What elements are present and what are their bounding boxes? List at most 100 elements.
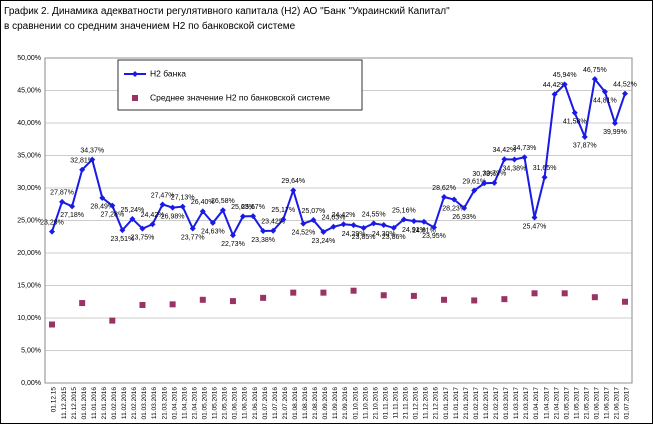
x-tick-label: 21.07.2016	[282, 387, 289, 420]
marker	[320, 228, 327, 235]
data-label: 24,42%	[141, 212, 165, 219]
marker	[189, 225, 196, 232]
x-tick-label: 01.01.2016	[81, 387, 88, 420]
marker	[49, 228, 55, 235]
x-tick-label: 21.12.2015	[71, 387, 78, 420]
marker	[531, 290, 538, 297]
x-tick-label: 21.10.2016	[372, 387, 379, 420]
data-label: 45,94%	[553, 72, 577, 79]
x-tick-label: 21.05.2016	[222, 387, 229, 420]
data-label: 44,52%	[613, 81, 637, 88]
marker	[89, 156, 96, 163]
marker	[601, 88, 608, 95]
marker	[441, 296, 448, 303]
marker	[501, 156, 508, 163]
x-tick-label: 01.06.2017	[594, 387, 601, 420]
marker	[441, 193, 448, 200]
x-tick-label: 11.04.2016	[181, 387, 188, 419]
x-tick-label: 11.10.2016	[362, 387, 369, 419]
data-label: 25,24%	[121, 207, 145, 214]
x-tick-label: 01.04.2016	[171, 387, 178, 420]
data-label: 23,75%	[131, 234, 155, 241]
marker	[380, 222, 387, 229]
x-tick-label: 21.04.2016	[191, 387, 198, 420]
marker	[300, 220, 307, 227]
marker	[270, 227, 277, 234]
marker	[420, 218, 427, 225]
x-tick-label: 11.11.2016	[393, 387, 400, 419]
legend-marker	[132, 71, 138, 77]
x-tick-label: 21.04.2017	[553, 387, 560, 420]
data-label: 22,73%	[221, 241, 245, 248]
marker	[199, 208, 206, 215]
data-label: 27,13%	[171, 194, 195, 201]
x-tick-label: 11.09.2016	[332, 387, 339, 419]
marker	[209, 219, 216, 226]
marker	[622, 90, 628, 97]
marker	[591, 76, 598, 83]
data-label: 25,16%	[392, 207, 416, 214]
marker	[290, 289, 297, 296]
x-tick-label: 01.05.2016	[202, 387, 209, 420]
marker	[350, 222, 357, 229]
marker	[531, 214, 538, 221]
x-tick-label: 21.01.2017	[463, 387, 470, 420]
marker	[471, 297, 478, 304]
marker	[159, 201, 166, 208]
marker	[501, 296, 508, 303]
marker	[229, 298, 236, 305]
y-tick-label: 25,00%	[17, 217, 41, 224]
data-label: 34,42%	[492, 147, 516, 154]
chart-title: График 2. Динамика адекватности регуляти…	[4, 5, 450, 17]
chart-subtitle: в сравнении со средним значением Н2 по б…	[4, 20, 296, 32]
marker	[390, 224, 397, 231]
data-label: 27,28%	[100, 212, 124, 219]
marker	[149, 221, 156, 228]
x-tick-label: 11.02.2016	[121, 387, 128, 419]
x-tick-label: 01.12.2016	[413, 387, 420, 420]
legend-box	[117, 59, 363, 111]
x-tick-label: 11.12.2016	[423, 387, 430, 419]
legend-marker	[132, 95, 138, 101]
marker	[340, 221, 347, 228]
x-tick-label: 21.05.2017	[584, 387, 591, 420]
x-tick-label: 01.01.2017	[443, 387, 450, 420]
marker	[250, 213, 257, 220]
y-tick-label: 30,00%	[17, 185, 41, 192]
marker	[431, 224, 437, 231]
data-label: 25,63%	[231, 204, 255, 211]
x-tick-label: 11.08.2016	[302, 387, 309, 419]
data-label: 26,40%	[191, 199, 215, 206]
marker	[99, 194, 106, 201]
data-label: 23,77%	[181, 234, 205, 241]
marker	[280, 216, 287, 223]
data-label: 28,62%	[432, 185, 456, 192]
data-label: 25,67%	[241, 204, 265, 211]
data-label: 23,42%	[261, 219, 285, 226]
marker	[109, 317, 116, 324]
marker	[471, 187, 478, 194]
data-label: 23,95%	[422, 233, 446, 240]
x-tick-label: 01.03.2017	[503, 387, 510, 420]
legend-label: Среднее значение Н2 по банковской систем…	[150, 92, 330, 102]
data-label: 27,47%	[151, 192, 175, 199]
y-tick-label: 15,00%	[17, 282, 41, 289]
data-label: 23,85%	[352, 234, 376, 241]
data-label: 44,42%	[543, 82, 567, 89]
marker	[581, 133, 588, 140]
series-line	[51, 76, 626, 238]
data-label: 28,49%	[90, 204, 114, 211]
marker	[139, 225, 146, 232]
x-tick-label: 11.06.2017	[604, 387, 611, 419]
marker	[59, 198, 66, 205]
x-tick-label: 11.02.2017	[483, 387, 490, 419]
data-label: 34,38%	[503, 165, 527, 172]
marker	[350, 287, 357, 294]
data-label: 24,91%	[402, 227, 426, 234]
x-tick-label: 21.02.2017	[493, 387, 500, 420]
x-tick-label: 11.04.2017	[543, 387, 550, 419]
marker	[400, 216, 407, 223]
marker	[511, 156, 518, 163]
data-label: 44,81%	[593, 98, 617, 105]
x-tick-label: 01.10.2016	[352, 387, 359, 420]
